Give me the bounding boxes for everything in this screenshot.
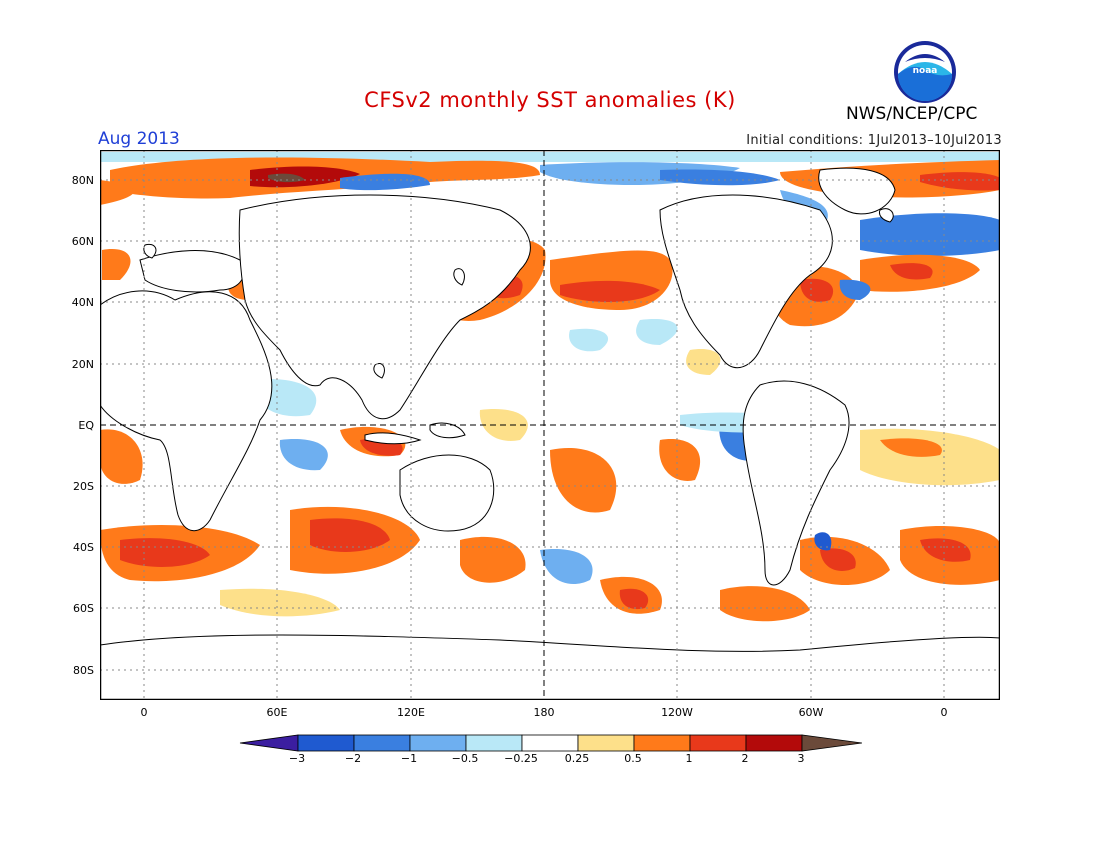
lon-label-180: 180 (533, 706, 555, 719)
lat-label-80s: 80S (73, 664, 94, 677)
lon-label-0: 0 (140, 706, 148, 719)
sst-anomaly-map (100, 150, 1000, 700)
graticule (100, 150, 1000, 700)
colorbar-bin-8 (689, 734, 747, 752)
colorbar-bin-1 (297, 734, 355, 752)
colorbar (239, 734, 862, 752)
lat-label-20s: 20S (73, 480, 94, 493)
lon-label-0-east: 0 (940, 706, 948, 719)
noaa-logo: noaa (894, 41, 956, 103)
lat-label-60s: 60S (73, 602, 94, 615)
colorbar-label-2: 2 (741, 752, 749, 765)
lat-label-40s: 40S (73, 541, 94, 554)
colorbar-label-0.5: 0.5 (624, 752, 642, 765)
colorbar-bin-7 (633, 734, 691, 752)
initial-conditions: Initial conditions: 1Jul2013–10Jul2013 (746, 133, 1002, 148)
lon-label-60e: 60E (266, 706, 288, 719)
forecast-period: Aug 2013 (98, 129, 180, 149)
colorbar-label-neg3: −3 (288, 752, 306, 765)
colorbar-bin-2 (353, 734, 411, 752)
colorbar-label-1: 1 (685, 752, 693, 765)
colorbar-label-3: 3 (797, 752, 805, 765)
colorbar-label-neg1: −1 (400, 752, 418, 765)
colorbar-label-neg0.5: −0.5 (451, 752, 479, 765)
lon-label-60w: 60W (798, 706, 824, 719)
colorbar-bin-4 (465, 734, 523, 752)
agency-label: NWS/NCEP/CPC (846, 104, 978, 124)
continents (100, 167, 1000, 700)
colorbar-bin-10 (801, 734, 862, 752)
lat-label-60n: 60N (71, 235, 94, 248)
lon-label-120e: 120E (397, 706, 425, 719)
colorbar-bin-6 (577, 734, 635, 752)
lat-label-eq: EQ (78, 419, 94, 432)
colorbar-label-0.25: 0.25 (564, 752, 590, 765)
colorbar-bin-0 (239, 734, 299, 752)
chart-title: CFSv2 monthly SST anomalies (K) (364, 88, 736, 112)
colorbar-bin-9 (745, 734, 803, 752)
colorbar-bin-3 (409, 734, 467, 752)
lat-label-40n: 40N (71, 296, 94, 309)
colorbar-label-neg2: −2 (344, 752, 362, 765)
lat-label-80n: 80N (71, 174, 94, 187)
noaa-logo-text: noaa (913, 66, 938, 76)
anomaly-field (100, 152, 1000, 622)
lat-label-20n: 20N (71, 358, 94, 371)
colorbar-bin-5 (521, 734, 579, 752)
map-frame (100, 150, 1000, 700)
colorbar-label-neg0.25: −0.25 (504, 752, 538, 765)
lon-label-120w: 120W (661, 706, 693, 719)
